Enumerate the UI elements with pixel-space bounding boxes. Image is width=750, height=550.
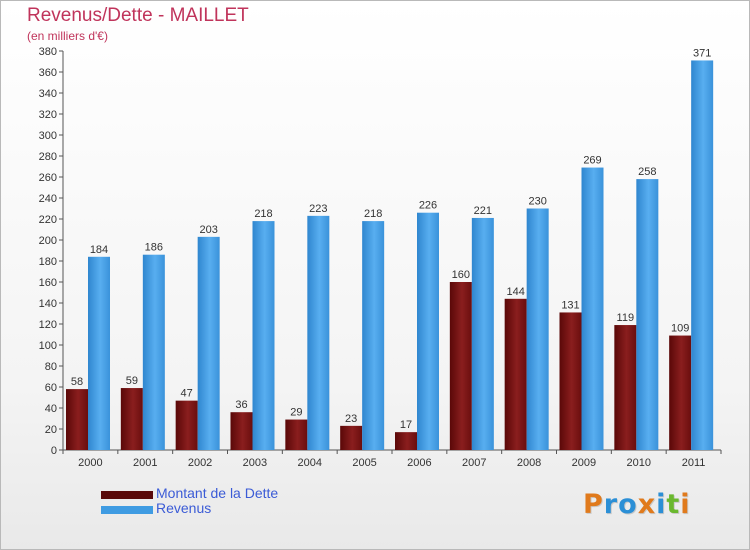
data-label: 221 [474, 205, 492, 217]
logo-letter: o [618, 489, 638, 520]
bar-revenus [691, 60, 714, 450]
data-label: 218 [364, 208, 382, 220]
logo-letter: t [666, 489, 681, 520]
y-tick-label: 40 [45, 403, 57, 415]
bar-revenus [417, 212, 439, 450]
data-label: 160 [452, 269, 470, 281]
y-tick-label: 360 [39, 67, 57, 79]
y-tick-label: 180 [39, 256, 57, 268]
bar-dette [175, 400, 198, 450]
bar-revenus [581, 167, 604, 451]
y-tick-label: 260 [39, 172, 57, 184]
y-tick-label: 160 [39, 277, 57, 289]
bar-revenus [197, 236, 220, 450]
bar-revenus [526, 208, 549, 450]
y-tick-label: 20 [45, 424, 57, 436]
data-label: 258 [638, 166, 656, 178]
data-label: 223 [309, 203, 327, 215]
y-tick-label: 200 [39, 235, 57, 247]
y-tick-label: 0 [51, 445, 57, 457]
bar-revenus [636, 179, 659, 450]
y-tick-label: 320 [39, 109, 57, 121]
data-label: 226 [419, 200, 437, 212]
y-tick-label: 60 [45, 382, 57, 394]
axes: 0 20 40 60 80 100 120 140 160 180 200 220 240 260 280 3… [39, 46, 722, 469]
x-tick-label: 2005 [352, 457, 376, 469]
data-label: 58 [71, 376, 83, 388]
value-labels: 58 59 47 36 29 23 17 160 144 131 119 109 184 186 203 21… [71, 47, 711, 431]
bar-revenus [471, 217, 494, 450]
y-tick-label: 380 [39, 46, 57, 58]
y-tick-label: 340 [39, 88, 57, 100]
y-tick-label: 120 [39, 319, 57, 331]
logo-letter: i [680, 489, 691, 520]
bar-revenus [142, 254, 165, 450]
bar-revenus [88, 256, 110, 450]
x-tick-label: 2003 [243, 457, 267, 469]
x-tick-label: 2009 [572, 457, 596, 469]
logo-letter: x [637, 489, 657, 520]
x-tick-label: 2004 [298, 457, 322, 469]
chart-subtitle: (en milliers d'€) [27, 29, 108, 43]
y-tick-label: 140 [39, 298, 57, 310]
bar-dette [120, 388, 143, 450]
logo-letter: P [583, 489, 604, 520]
bar-revenus [307, 215, 330, 450]
bars [66, 60, 714, 451]
legend-label-dette: Montant de la Dette [156, 485, 279, 501]
bar-revenus [362, 221, 385, 450]
x-tick-label: 2007 [462, 457, 486, 469]
x-tick-label: 2008 [517, 457, 541, 469]
data-label: 119 [617, 312, 635, 324]
bar-dette [66, 389, 88, 450]
data-label: 184 [90, 244, 108, 256]
chart-title: Revenus/Dette - MAILLET [27, 5, 249, 26]
x-tick-label: 2011 [682, 457, 706, 469]
bar-dette [449, 282, 472, 450]
x-tick-label: 2002 [188, 457, 212, 469]
y-tick-label: 280 [39, 151, 57, 163]
data-label: 109 [671, 323, 689, 335]
data-label: 371 [693, 47, 711, 59]
data-label: 47 [181, 388, 193, 400]
data-label: 131 [561, 299, 579, 311]
bar-dette [395, 432, 417, 450]
logo-letter: i [656, 489, 667, 520]
data-label: 23 [345, 413, 357, 425]
x-tick-label: 2001 [133, 457, 157, 469]
legend-label-revenus: Revenus [156, 500, 212, 516]
y-tick-label: 100 [39, 340, 57, 352]
x-tick-label: 2000 [78, 457, 102, 469]
bar-dette [285, 419, 308, 450]
data-label: 218 [254, 208, 272, 220]
data-label: 17 [400, 419, 412, 431]
data-label: 269 [583, 155, 601, 167]
legend-swatch-dette [101, 491, 153, 499]
bar-dette [504, 298, 527, 450]
bar-dette [340, 425, 363, 450]
bar-dette [230, 412, 253, 450]
bar-dette [614, 325, 637, 450]
proxiti-logo: Proxiti [583, 489, 691, 520]
y-tick-label: 240 [39, 193, 57, 205]
data-label: 36 [235, 399, 247, 411]
bar-dette [669, 335, 692, 450]
logo-letter: r [603, 489, 619, 520]
legend-swatch-revenus [101, 506, 153, 514]
data-label: 230 [528, 196, 546, 208]
x-tick-label: 2006 [407, 457, 431, 469]
data-label: 186 [145, 242, 163, 254]
y-tick-label: 80 [45, 361, 57, 373]
bar-revenus [252, 221, 275, 450]
data-label: 59 [126, 375, 138, 387]
bar-dette [559, 312, 582, 450]
y-tick-label: 300 [39, 130, 57, 142]
data-label: 144 [506, 286, 524, 298]
data-label: 203 [199, 224, 217, 236]
y-tick-label: 220 [39, 214, 57, 226]
data-label: 29 [290, 407, 302, 419]
x-tick-label: 2010 [627, 457, 651, 469]
